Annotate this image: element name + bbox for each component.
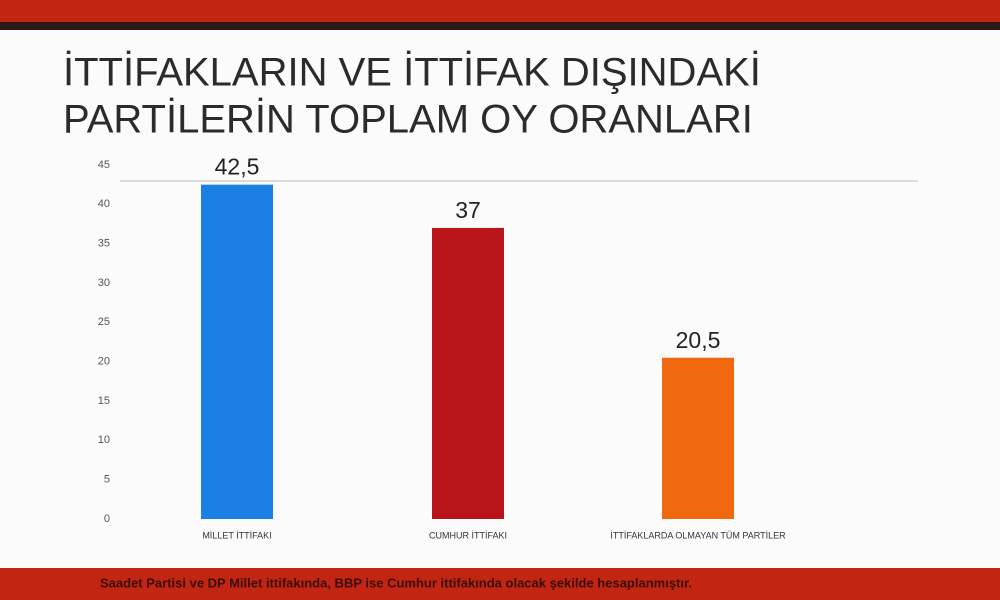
title-line: PARTİLERİN TOPLAM OY ORANLARI [63,97,753,142]
y-tick-label: 35 [98,238,110,250]
y-tick-label: 30 [98,277,110,289]
bar [662,357,734,519]
footnote: Saadet Partisi ve DP Millet ittifakında,… [100,575,692,590]
x-tick-label: CUMHUR İTTİFAKI [429,530,507,540]
top-bar [0,0,1000,22]
y-tick-label: 20 [98,356,110,368]
y-tick-label: 40 [98,198,110,210]
value-label: 37 [455,197,481,223]
y-tick-label: 10 [98,434,110,446]
y-tick-label: 5 [104,474,110,486]
y-tick-label: 45 [98,159,110,171]
y-tick-label: 0 [104,513,110,525]
footer-bar [0,568,1000,600]
y-tick-label: 15 [98,395,110,407]
value-label: 42,5 [215,154,260,180]
x-tick-label: İTTİFAKLARDA OLMAYAN TÜM PARTİLER [610,530,786,540]
x-tick-label: MİLLET İTTİFAKI [202,530,271,540]
bar [432,227,504,519]
y-tick-label: 25 [98,316,110,328]
value-label: 20,5 [676,327,721,353]
title-line: İTTİFAKLARIN VE İTTİFAK DIŞINDAKİ [63,50,761,95]
top-stripe [0,22,1000,30]
bar [201,184,273,519]
